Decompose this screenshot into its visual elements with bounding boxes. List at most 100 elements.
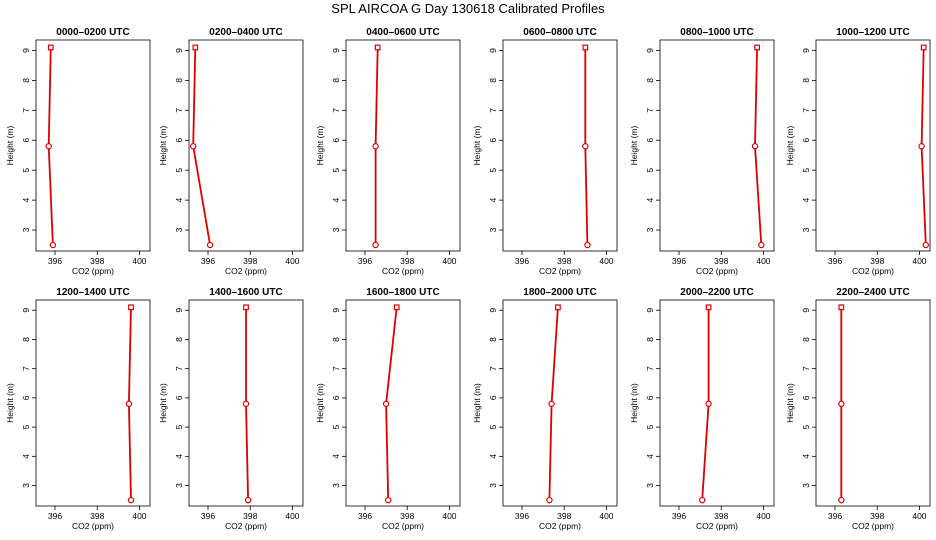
data-point bbox=[554, 304, 561, 311]
data-point bbox=[582, 44, 589, 51]
plot-frame bbox=[502, 299, 618, 507]
x-axis-label: CO2 (ppm) bbox=[696, 521, 738, 531]
x-tick-label: 398 bbox=[243, 256, 257, 266]
panel-7: 1200–1400 UTC 396 398 400 CO2 (ppm) 3 4 5 6 7 8 9 He… bbox=[5, 287, 151, 531]
plot-frame bbox=[188, 299, 304, 507]
data-point bbox=[838, 496, 845, 504]
data-point bbox=[548, 400, 555, 407]
x-tick-label: 400 bbox=[756, 511, 770, 521]
y-tick-label: 5 bbox=[174, 424, 184, 429]
x-tick-label: 396 bbox=[201, 256, 215, 266]
data-point bbox=[243, 304, 249, 311]
y-tick-label: 8 bbox=[488, 337, 498, 342]
data-point bbox=[758, 241, 765, 249]
data-point bbox=[244, 496, 252, 504]
x-tick-label: 400 bbox=[912, 511, 926, 521]
data-point bbox=[49, 241, 57, 249]
y-tick-label: 4 bbox=[488, 454, 498, 459]
y-tick-label: 9 bbox=[645, 48, 655, 53]
page-title: SPL AIRCOA G Day 130618 Calibrated Profi… bbox=[331, 1, 605, 16]
data-point bbox=[125, 400, 133, 407]
y-tick-label: 7 bbox=[21, 366, 31, 371]
plot-frame bbox=[659, 299, 775, 507]
y-tick-label: 4 bbox=[21, 454, 31, 459]
panel-title: 1200–1400 UTC bbox=[56, 287, 129, 298]
x-axis-label: CO2 (ppm) bbox=[852, 521, 894, 531]
panel-9: 1600–1800 UTC 396 398 400 CO2 (ppm) 3 4 5 6 7 8 9 He… bbox=[315, 287, 461, 531]
x-tick-label: 396 bbox=[358, 511, 372, 521]
y-tick-label: 8 bbox=[645, 78, 655, 83]
x-tick-label: 396 bbox=[515, 256, 529, 266]
y-tick-label: 3 bbox=[645, 483, 655, 488]
panel-title: 0200–0400 UTC bbox=[209, 27, 282, 38]
x-tick-label: 400 bbox=[599, 511, 613, 521]
y-tick-label: 8 bbox=[801, 337, 811, 342]
panel-title: 1600–1800 UTC bbox=[366, 287, 439, 298]
x-axis-label: CO2 (ppm) bbox=[852, 266, 894, 276]
y-tick-label: 6 bbox=[331, 395, 341, 400]
y-tick-label: 7 bbox=[645, 366, 655, 371]
y-tick-label: 5 bbox=[488, 168, 498, 173]
x-tick-label: 396 bbox=[672, 511, 686, 521]
data-point bbox=[582, 143, 589, 150]
y-tick-label: 6 bbox=[21, 395, 31, 400]
y-tick-label: 3 bbox=[488, 483, 498, 488]
plot-frame bbox=[659, 39, 775, 252]
y-tick-label: 6 bbox=[645, 138, 655, 143]
y-tick-label: 7 bbox=[21, 108, 31, 113]
x-tick-label: 396 bbox=[201, 511, 215, 521]
y-axis-label: Height (m) bbox=[629, 383, 639, 423]
x-axis-label: CO2 (ppm) bbox=[72, 521, 114, 531]
y-tick-label: 5 bbox=[645, 424, 655, 429]
x-axis-label: CO2 (ppm) bbox=[382, 266, 424, 276]
panel-4: 0600–0800 UTC 396 398 400 CO2 (ppm) 3 4 5 6 7 8 9 He… bbox=[472, 27, 618, 276]
y-tick-label: 9 bbox=[801, 308, 811, 313]
x-tick-label: 398 bbox=[243, 511, 257, 521]
y-axis-label: Height (m) bbox=[5, 383, 15, 423]
y-tick-label: 7 bbox=[174, 366, 184, 371]
y-tick-label: 3 bbox=[801, 227, 811, 232]
y-tick-label: 6 bbox=[331, 138, 341, 143]
y-tick-label: 8 bbox=[801, 78, 811, 83]
y-tick-label: 8 bbox=[488, 78, 498, 83]
y-tick-label: 9 bbox=[21, 308, 31, 313]
y-tick-label: 7 bbox=[331, 366, 341, 371]
data-point bbox=[751, 143, 759, 150]
data-point bbox=[754, 44, 761, 51]
y-tick-label: 6 bbox=[645, 395, 655, 400]
x-tick-label: 400 bbox=[912, 256, 926, 266]
data-point bbox=[393, 304, 400, 311]
x-tick-label: 398 bbox=[714, 256, 728, 266]
panel-title: 0800–1000 UTC bbox=[680, 27, 753, 38]
y-tick-label: 6 bbox=[174, 138, 184, 143]
data-point bbox=[699, 496, 706, 504]
y-tick-label: 7 bbox=[174, 108, 184, 113]
y-tick-label: 5 bbox=[331, 168, 341, 173]
y-tick-label: 4 bbox=[488, 197, 498, 202]
panel-title: 1400–1600 UTC bbox=[209, 287, 282, 298]
panel-6: 1000–1200 UTC 396 398 400 CO2 (ppm) 3 4 5 6 7 8 9 He… bbox=[785, 27, 931, 276]
x-tick-label: 396 bbox=[828, 256, 842, 266]
y-axis-label: Height (m) bbox=[315, 126, 325, 166]
y-tick-label: 3 bbox=[331, 483, 341, 488]
data-point bbox=[127, 496, 135, 504]
x-axis-label: CO2 (ppm) bbox=[539, 521, 581, 531]
x-tick-label: 398 bbox=[400, 256, 414, 266]
plot-frame bbox=[35, 299, 151, 507]
y-tick-label: 4 bbox=[21, 197, 31, 202]
y-tick-label: 5 bbox=[488, 424, 498, 429]
x-tick-label: 398 bbox=[714, 511, 728, 521]
y-tick-label: 5 bbox=[21, 424, 31, 429]
x-axis-label: CO2 (ppm) bbox=[72, 266, 114, 276]
data-point bbox=[374, 44, 381, 51]
y-tick-label: 3 bbox=[21, 483, 31, 488]
x-tick-label: 398 bbox=[557, 511, 571, 521]
y-axis-label: Height (m) bbox=[629, 126, 639, 166]
plot-frame bbox=[188, 39, 304, 252]
y-tick-label: 8 bbox=[645, 337, 655, 342]
x-tick-label: 400 bbox=[756, 256, 770, 266]
data-point bbox=[584, 241, 591, 249]
panel-title: 0600–0800 UTC bbox=[523, 27, 596, 38]
data-point bbox=[190, 143, 197, 150]
y-tick-label: 8 bbox=[174, 78, 184, 83]
